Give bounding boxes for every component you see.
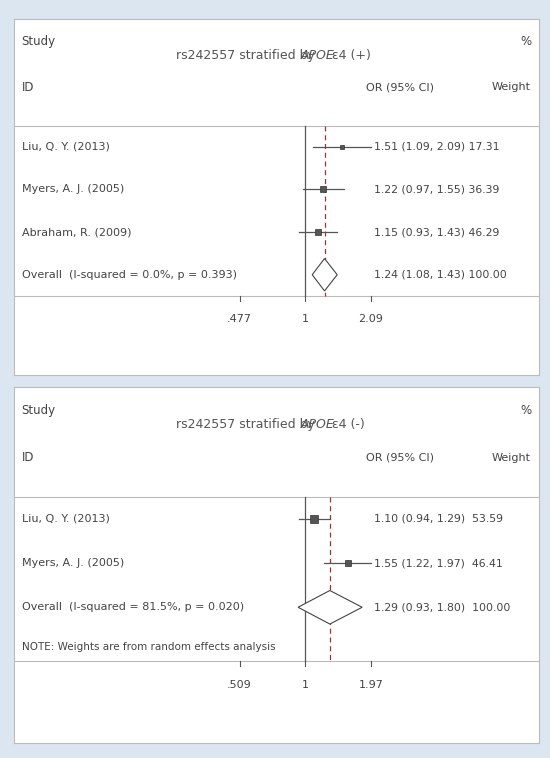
Text: 1.22 (0.97, 1.55) 36.39: 1.22 (0.97, 1.55) 36.39 — [373, 184, 499, 195]
Text: 1.55 (1.22, 1.97)  46.41: 1.55 (1.22, 1.97) 46.41 — [373, 558, 502, 568]
Text: ID: ID — [21, 451, 34, 464]
Text: 1.51 (1.09, 2.09) 17.31: 1.51 (1.09, 2.09) 17.31 — [373, 142, 499, 152]
Polygon shape — [312, 258, 337, 291]
Polygon shape — [298, 590, 362, 624]
Text: rs242557 stratified by: rs242557 stratified by — [177, 418, 319, 431]
Text: %: % — [520, 36, 531, 49]
Text: APOE: APOE — [301, 418, 335, 431]
Text: Study: Study — [21, 404, 56, 417]
Text: rs242557 stratified by: rs242557 stratified by — [177, 49, 319, 62]
Text: Weight: Weight — [492, 453, 531, 462]
Text: 2.09: 2.09 — [359, 315, 383, 324]
Text: Abraham, R. (2009): Abraham, R. (2009) — [21, 227, 131, 237]
Text: Overall  (I-squared = 81.5%, p = 0.020): Overall (I-squared = 81.5%, p = 0.020) — [21, 603, 244, 612]
Text: OR (95% CI): OR (95% CI) — [366, 83, 433, 92]
Text: Myers, A. J. (2005): Myers, A. J. (2005) — [21, 184, 124, 195]
Text: ID: ID — [21, 81, 34, 94]
Text: 1.24 (1.08, 1.43) 100.00: 1.24 (1.08, 1.43) 100.00 — [373, 270, 507, 280]
Text: Liu, Q. Y. (2013): Liu, Q. Y. (2013) — [21, 514, 109, 524]
Text: 1.10 (0.94, 1.29)  53.59: 1.10 (0.94, 1.29) 53.59 — [373, 514, 503, 524]
Text: Weight: Weight — [492, 83, 531, 92]
Text: OR (95% CI): OR (95% CI) — [366, 453, 433, 462]
Text: 1.29 (0.93, 1.80)  100.00: 1.29 (0.93, 1.80) 100.00 — [373, 603, 510, 612]
Text: Myers, A. J. (2005): Myers, A. J. (2005) — [21, 558, 124, 568]
Text: APOE: APOE — [301, 49, 335, 62]
Text: Liu, Q. Y. (2013): Liu, Q. Y. (2013) — [21, 142, 109, 152]
Text: 1: 1 — [302, 315, 309, 324]
Text: NOTE: Weights are from random effects analysis: NOTE: Weights are from random effects an… — [21, 642, 275, 652]
Text: %: % — [520, 404, 531, 417]
Text: 1.15 (0.93, 1.43) 46.29: 1.15 (0.93, 1.43) 46.29 — [373, 227, 499, 237]
Text: Study: Study — [21, 36, 56, 49]
Text: ε4 (+): ε4 (+) — [328, 49, 371, 62]
Text: ε4 (-): ε4 (-) — [328, 418, 365, 431]
Text: .509: .509 — [227, 680, 252, 690]
Text: 1: 1 — [301, 680, 309, 690]
Text: .477: .477 — [227, 315, 252, 324]
Text: 1.97: 1.97 — [359, 680, 383, 690]
Text: Overall  (I-squared = 0.0%, p = 0.393): Overall (I-squared = 0.0%, p = 0.393) — [21, 270, 236, 280]
